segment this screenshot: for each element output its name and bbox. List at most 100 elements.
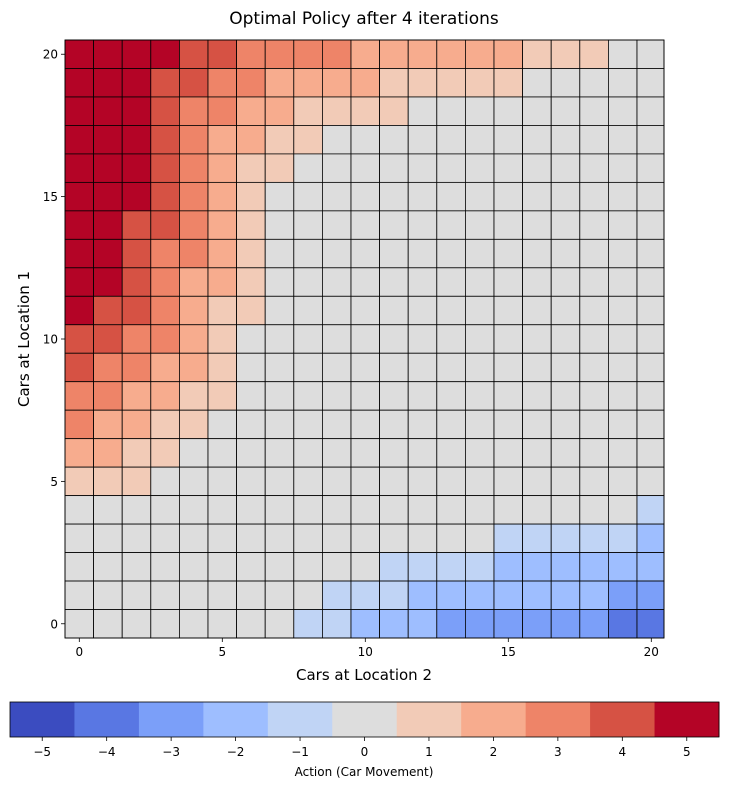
policy-cell [379,352,409,383]
policy-cell [579,153,609,183]
policy-cell [321,125,352,155]
policy-cell [264,352,295,383]
policy-cell [293,324,323,354]
policy-cell [93,324,123,354]
policy-cell [436,466,466,497]
policy-cell [522,68,552,98]
policy-cell [207,153,238,183]
policy-cell [350,238,381,269]
policy-cell [64,181,95,212]
policy-cell [493,609,524,639]
policy-cell [350,125,381,155]
policy-cell [608,125,638,155]
policy-cell [350,324,381,354]
policy-cell [93,552,123,582]
y-tick-label: 5 [50,475,58,489]
policy-cell [436,153,466,183]
policy-cell [207,352,238,383]
policy-cell [321,495,352,525]
policy-cell [522,438,552,468]
policy-cell [464,181,495,212]
colorbar-tick-label: −2 [227,745,245,759]
policy-cell [321,68,352,98]
policy-cell [608,523,638,553]
policy-cell [493,381,524,411]
policy-cell [178,552,209,582]
policy-cell [350,438,381,468]
policy-cell [178,153,209,183]
policy-cell [293,96,323,126]
policy-cell [264,96,295,126]
policy-cell [150,39,180,69]
policy-cell [550,181,581,212]
policy-cell [293,580,323,610]
policy-cell [493,352,524,383]
policy-cell [436,352,466,383]
policy-cell [321,324,352,354]
policy-cell [550,523,581,553]
policy-cell [321,523,352,553]
x-tick-label: 0 [75,645,83,659]
policy-cell [236,466,266,497]
policy-cell [207,438,238,468]
policy-cell [636,210,665,240]
policy-cell [550,238,581,269]
policy-cell [608,381,638,411]
policy-cell [464,352,495,383]
policy-cell [636,267,665,297]
policy-cell [379,609,409,639]
policy-cell [522,96,552,126]
policy-cell [636,324,665,354]
policy-cell [236,238,266,269]
policy-cell [293,181,323,212]
policy-cell [121,181,152,212]
policy-cell [350,267,381,297]
policy-cell [464,552,495,582]
policy-cell [407,238,438,269]
policy-cell [550,580,581,610]
policy-cell [379,523,409,553]
policy-cell [608,39,638,69]
policy-cell [264,210,295,240]
x-axis-label: Cars at Location 2 [296,666,432,684]
colorbar-segment [396,702,462,737]
policy-cell [178,438,209,468]
policy-cell [64,238,95,269]
policy-cell [121,438,152,468]
policy-cell [321,552,352,582]
policy-cell [150,552,180,582]
policy-cell [236,352,266,383]
policy-cell [636,295,665,326]
policy-cell [293,295,323,326]
policy-cell [178,68,209,98]
policy-cell [264,39,295,69]
policy-cell [93,153,123,183]
policy-cell [207,238,238,269]
policy-cell [121,153,152,183]
policy-cell [350,580,381,610]
policy-cell [236,580,266,610]
policy-cell [150,523,180,553]
policy-cell [350,409,381,440]
policy-cell [579,181,609,212]
policy-cell [293,68,323,98]
policy-cell [150,125,180,155]
policy-cell [207,96,238,126]
policy-cell [264,295,295,326]
policy-cell [64,153,95,183]
policy-cell [636,609,665,639]
policy-cell [636,381,665,411]
policy-cell [293,609,323,639]
policy-cell [121,409,152,440]
policy-cell [236,381,266,411]
colorbar-segment [10,702,75,737]
policy-cell [464,125,495,155]
policy-cell [321,210,352,240]
policy-cell [407,466,438,497]
policy-cell [121,352,152,383]
policy-cell [464,39,495,69]
policy-cell [321,580,352,610]
policy-cell [121,295,152,326]
policy-cell [436,495,466,525]
